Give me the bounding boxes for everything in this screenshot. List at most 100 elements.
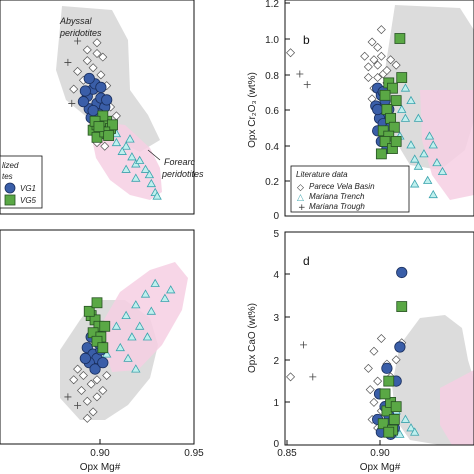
legend-a-line2: tes [2, 172, 13, 181]
point-b-parece-7 [363, 73, 373, 83]
point-b-mariana-11 [424, 131, 435, 140]
point-c-wg5-7 [83, 305, 95, 317]
point-c-parece-0 [69, 375, 79, 385]
point-a-mariana-10 [111, 137, 122, 147]
point-a-mariana-15 [125, 134, 135, 143]
point-a-mariana-13 [144, 169, 155, 179]
point-b-parece-6 [376, 25, 386, 35]
point-c-mariana-8 [150, 278, 160, 287]
point-b-parece-0 [286, 48, 296, 58]
point-b-wg5-3 [390, 95, 402, 107]
point-b-parece-12 [360, 51, 370, 61]
point-a-mariana-5 [140, 164, 151, 173]
point-c-mariana-7 [146, 306, 157, 315]
point-c-parece-10 [92, 375, 102, 385]
point-a-parece-8 [82, 45, 92, 55]
panel-d-letter: d [303, 254, 310, 268]
point-c-parece-11 [102, 371, 112, 381]
c-xtick-090: 0.90 [90, 448, 110, 459]
point-c-mariana-6 [134, 321, 145, 330]
point-d-parece-0 [286, 372, 296, 382]
d-ytick-4: 4 [273, 270, 279, 281]
b-ytick-1: 1.2 [265, 0, 279, 10]
point-d-parece-5 [373, 376, 383, 386]
point-a-wg5-10 [103, 130, 115, 141]
point-d-wg5-2 [379, 388, 391, 400]
point-b-mariana-4 [410, 154, 420, 163]
point-b-mariana-6 [419, 149, 429, 158]
legend-a-line3: VG1 [20, 184, 36, 193]
point-a-parece-9 [92, 38, 102, 48]
b-ytick-5: 0.4 [265, 142, 279, 153]
point-b-wg5-14 [396, 72, 408, 83]
point-d-wg5-5 [390, 401, 402, 413]
point-d-mariana-1 [400, 414, 411, 423]
point-a-parece-5 [96, 70, 106, 80]
point-b-mariana-13 [432, 157, 442, 167]
legend-a-line1: lized [2, 161, 19, 170]
point-b-wg5-6 [388, 121, 400, 133]
point-b-mariana-9 [406, 95, 416, 105]
point-b-wg5-1 [387, 82, 398, 94]
point-d-mariana-2 [406, 423, 416, 432]
point-d-mariana-3 [410, 427, 420, 436]
point-d-parece-2 [369, 346, 379, 356]
point-a-wg1-13 [87, 104, 99, 117]
panel-b-letter: b [303, 33, 310, 47]
forearc-field-b [420, 90, 474, 200]
point-c-mariana-13 [142, 332, 153, 341]
point-b-mariana-8 [397, 104, 407, 113]
point-b-mariana-16 [437, 166, 448, 176]
point-c-mariana-9 [160, 293, 170, 302]
d-xtick-085: 0.85 [277, 448, 297, 459]
legend-a: lized tes VG1 VG5 [0, 155, 43, 209]
point-c-parece-9 [82, 413, 92, 423]
legend-a-line4: VG5 [20, 196, 37, 205]
point-c-wg5-8 [91, 297, 103, 309]
point-c-mariana-0 [64, 393, 72, 401]
point-a-parece-14 [100, 141, 110, 151]
point-b-mariana-10 [413, 113, 424, 122]
point-c-mariana-2 [131, 300, 141, 309]
point-a-mariana-0 [64, 58, 72, 66]
d-ytick-2: 2 [273, 356, 279, 367]
abyssal-field-a [56, 6, 160, 152]
point-b-wg5-9 [379, 136, 391, 147]
point-c-parece-7 [98, 386, 108, 395]
point-a-parece-1 [82, 56, 92, 66]
point-d-wg5-8 [383, 426, 395, 438]
point-b-parece-11 [391, 60, 401, 70]
forearc-field-d [440, 370, 474, 445]
point-b-parece-13 [373, 73, 383, 83]
point-a-mariana-3 [127, 152, 137, 161]
point-b-mariana-15 [410, 179, 420, 188]
frame-b [284, 0, 474, 217]
point-a-mariana-12 [134, 155, 145, 164]
point-a-mariana-2 [121, 141, 131, 150]
forearc-field-c [98, 262, 188, 372]
axis-b-y-ticks [285, 2, 290, 217]
point-d-parece-1 [363, 363, 373, 373]
point-a-wg5-8 [107, 119, 118, 131]
point-c-mariana-1 [74, 401, 82, 409]
point-a-mariana-6 [131, 173, 141, 182]
point-b-mariana-17 [428, 189, 438, 199]
point-a-wg1-11 [79, 85, 91, 97]
legend-b-diamond-marker: ◇ [297, 183, 304, 193]
point-a-mariana-14 [152, 191, 162, 200]
point-d-mariana-5 [395, 429, 405, 438]
point-b-parece-1 [369, 55, 379, 65]
point-a-parece-4 [88, 63, 98, 73]
point-d-wg1-9 [381, 362, 393, 374]
point-c-wg1-9 [79, 352, 91, 364]
axis-x-ticks [99, 439, 381, 445]
point-b-mariana-5 [413, 161, 424, 170]
forearc-leader [147, 149, 161, 161]
point-b-mariana-3 [400, 113, 411, 122]
point-c-parece-1 [76, 386, 86, 395]
point-d-mariana-1 [309, 373, 317, 381]
point-d-wg1-11 [396, 266, 408, 279]
point-b-parece-15 [367, 37, 377, 47]
point-b-wg5-12 [390, 136, 402, 147]
forearc-label-2: peridotites [161, 169, 204, 179]
